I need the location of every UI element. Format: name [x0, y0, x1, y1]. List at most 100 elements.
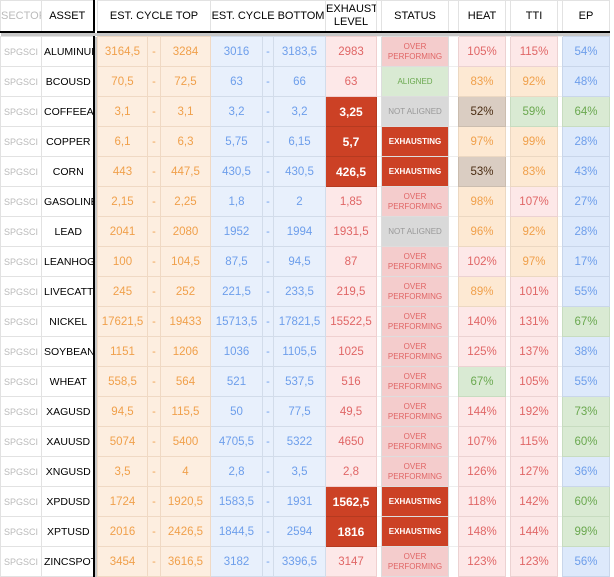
cycle-bottom-high[interactable]: 3396,5	[272, 546, 327, 577]
table-row[interactable]: SPGSCIALUMINUM3164,5-32843016-3183,52983…	[0, 36, 611, 67]
status-badge[interactable]: OVER PERFORMING	[381, 306, 450, 337]
heat-cell[interactable]: 53%	[458, 156, 507, 187]
tti-cell[interactable]: 107%	[510, 186, 559, 217]
exhaust-level-cell[interactable]: 1562,5	[325, 486, 378, 517]
sector-cell[interactable]: SPGSCI	[0, 336, 42, 367]
heat-cell[interactable]: 140%	[458, 306, 507, 337]
header-status[interactable]: STATUS	[381, 0, 450, 33]
sector-cell[interactable]: SPGSCI	[0, 216, 42, 247]
header-cycle-bottom[interactable]: EST. CYCLE BOTTOM	[209, 0, 327, 33]
heat-cell[interactable]: 148%	[458, 516, 507, 547]
exhaust-level-cell[interactable]: 49,5	[325, 396, 378, 427]
cycle-bottom-high[interactable]: 66	[272, 66, 327, 97]
table-row[interactable]: SPGSCI XNGUSD 3,5-4 2,8-3,5 2,8 OVER PERFORMI…	[0, 456, 611, 487]
tti-cell[interactable]: 142%	[510, 486, 559, 517]
table-row[interactable]: SPGSCI XPTUSD 2016-2426,5 1844,5-2594 1816 EX…	[0, 516, 611, 547]
header-asset[interactable]: ASSET	[41, 0, 95, 33]
tti-cell[interactable]: 144%	[510, 516, 559, 547]
heat-cell[interactable]: 83%	[458, 66, 507, 97]
cycle-bottom-low[interactable]: 1583,5	[210, 486, 263, 517]
heat-cell[interactable]: 52%	[458, 96, 507, 127]
sector-cell[interactable]: SPGSCI	[0, 126, 42, 157]
cycle-top-high[interactable]: 3,1	[160, 96, 211, 127]
header-heat[interactable]: HEAT	[458, 0, 507, 33]
cycle-bottom-low[interactable]: 87,5	[210, 246, 263, 277]
cycle-top-low[interactable]: 245	[97, 276, 148, 307]
ep-cell[interactable]: 67%	[562, 306, 611, 337]
sector-cell[interactable]: SPGSCI	[0, 246, 42, 277]
status-badge[interactable]: OVER PERFORMING	[381, 336, 450, 367]
asset-cell[interactable]: XAUUSD	[41, 426, 95, 457]
cycle-top-low[interactable]: 3164,5	[97, 36, 148, 67]
cycle-top-high[interactable]: 252	[160, 276, 211, 307]
sector-cell[interactable]: SPGSCI	[0, 306, 42, 337]
table-row[interactable]: SPGSCI COPPER 6,1-6,3 5,75-6,15 5,7 EXHAUSTIN…	[0, 126, 611, 157]
status-badge[interactable]: OVER PERFORMING	[381, 426, 450, 457]
sector-cell[interactable]: SPGSCI	[0, 156, 42, 187]
tti-cell[interactable]: 127%	[510, 456, 559, 487]
sector-cell[interactable]: SPGSCI	[0, 366, 42, 397]
asset-cell[interactable]: CORN	[41, 156, 95, 187]
cycle-bottom-high[interactable]: 233,5	[272, 276, 327, 307]
ep-cell[interactable]: 36%	[562, 456, 611, 487]
exhaust-level-cell[interactable]: 5,7	[325, 126, 378, 157]
exhaust-level-cell[interactable]: 63	[325, 66, 378, 97]
status-badge[interactable]: EXHAUSTING	[381, 126, 450, 157]
asset-cell[interactable]: LIVECATTLE	[41, 276, 95, 307]
exhaust-level-cell[interactable]: 3147	[325, 546, 378, 577]
exhaust-level-cell[interactable]: 1931,5	[325, 216, 378, 247]
sector-cell[interactable]: SPGSCI	[0, 66, 42, 97]
asset-cell[interactable]: SOYBEAN	[41, 336, 95, 367]
asset-cell[interactable]: XPTUSD	[41, 516, 95, 547]
cycle-bottom-high[interactable]: 3,2	[272, 96, 327, 127]
cycle-top-low[interactable]: 2041	[97, 216, 148, 247]
cycle-top-high[interactable]: 104,5	[160, 246, 211, 277]
exhaust-level-cell[interactable]: 2,8	[325, 456, 378, 487]
cycle-top-high[interactable]: 564	[160, 366, 211, 397]
cycle-bottom-low[interactable]: 50	[210, 396, 263, 427]
table-row[interactable]: SPGSCILIVECATTLE245-252221,5-233,5219,5O…	[0, 276, 611, 307]
cycle-top-high[interactable]: 2,25	[160, 186, 211, 217]
status-badge[interactable]: EXHAUSTING	[381, 156, 450, 187]
cycle-top-low[interactable]: 6,1	[97, 126, 148, 157]
ep-cell[interactable]: 48%	[562, 66, 611, 97]
asset-cell[interactable]: XNGUSD	[41, 456, 95, 487]
cycle-bottom-high[interactable]: 430,5	[272, 156, 327, 187]
status-badge[interactable]: NOT ALIGNED	[381, 96, 450, 127]
status-badge[interactable]: NOT ALIGNED	[381, 216, 450, 247]
cycle-bottom-high[interactable]: 6,15	[272, 126, 327, 157]
ep-cell[interactable]: 17%	[562, 246, 611, 277]
cycle-bottom-high[interactable]: 17821,5	[272, 306, 327, 337]
table-row[interactable]: SPGSCI XAGUSD 94,5-115,5 50-77,5 49,5 OVER PE…	[0, 396, 611, 427]
status-badge[interactable]: OVER PERFORMING	[381, 246, 450, 277]
heat-cell[interactable]: 126%	[458, 456, 507, 487]
cycle-top-low[interactable]: 1724	[97, 486, 148, 517]
ep-cell[interactable]: 54%	[562, 36, 611, 67]
tti-cell[interactable]: 83%	[510, 156, 559, 187]
status-badge[interactable]: OVER PERFORMING	[381, 186, 450, 217]
cycle-bottom-low[interactable]: 1036	[210, 336, 263, 367]
tti-cell[interactable]: 97%	[510, 246, 559, 277]
sector-cell[interactable]: SPGSCI	[0, 546, 42, 577]
header-ep[interactable]: EP	[562, 0, 611, 33]
status-badge[interactable]: OVER PERFORMING	[381, 36, 450, 67]
cycle-top-low[interactable]: 3,5	[97, 456, 148, 487]
ep-cell[interactable]: 56%	[562, 546, 611, 577]
cycle-bottom-low[interactable]: 1844,5	[210, 516, 263, 547]
exhaust-level-cell[interactable]: 3,25	[325, 96, 378, 127]
cycle-top-high[interactable]: 2080	[160, 216, 211, 247]
ep-cell[interactable]: 43%	[562, 156, 611, 187]
ep-cell[interactable]: 60%	[562, 486, 611, 517]
cycle-top-high[interactable]: 19433	[160, 306, 211, 337]
cycle-top-high[interactable]: 72,5	[160, 66, 211, 97]
tti-cell[interactable]: 115%	[510, 426, 559, 457]
cycle-top-low[interactable]: 1151	[97, 336, 148, 367]
ep-cell[interactable]: 99%	[562, 516, 611, 547]
cycle-bottom-high[interactable]: 2	[272, 186, 327, 217]
table-row[interactable]: SPGSCI CORN 443-447,5 430,5-430,5 426,5 EXHAU…	[0, 156, 611, 187]
cycle-top-high[interactable]: 1920,5	[160, 486, 211, 517]
cycle-bottom-low[interactable]: 5,75	[210, 126, 263, 157]
sector-cell[interactable]: SPGSCI	[0, 516, 42, 547]
heat-cell[interactable]: 105%	[458, 36, 507, 67]
sector-cell[interactable]: SPGSCI	[0, 456, 42, 487]
